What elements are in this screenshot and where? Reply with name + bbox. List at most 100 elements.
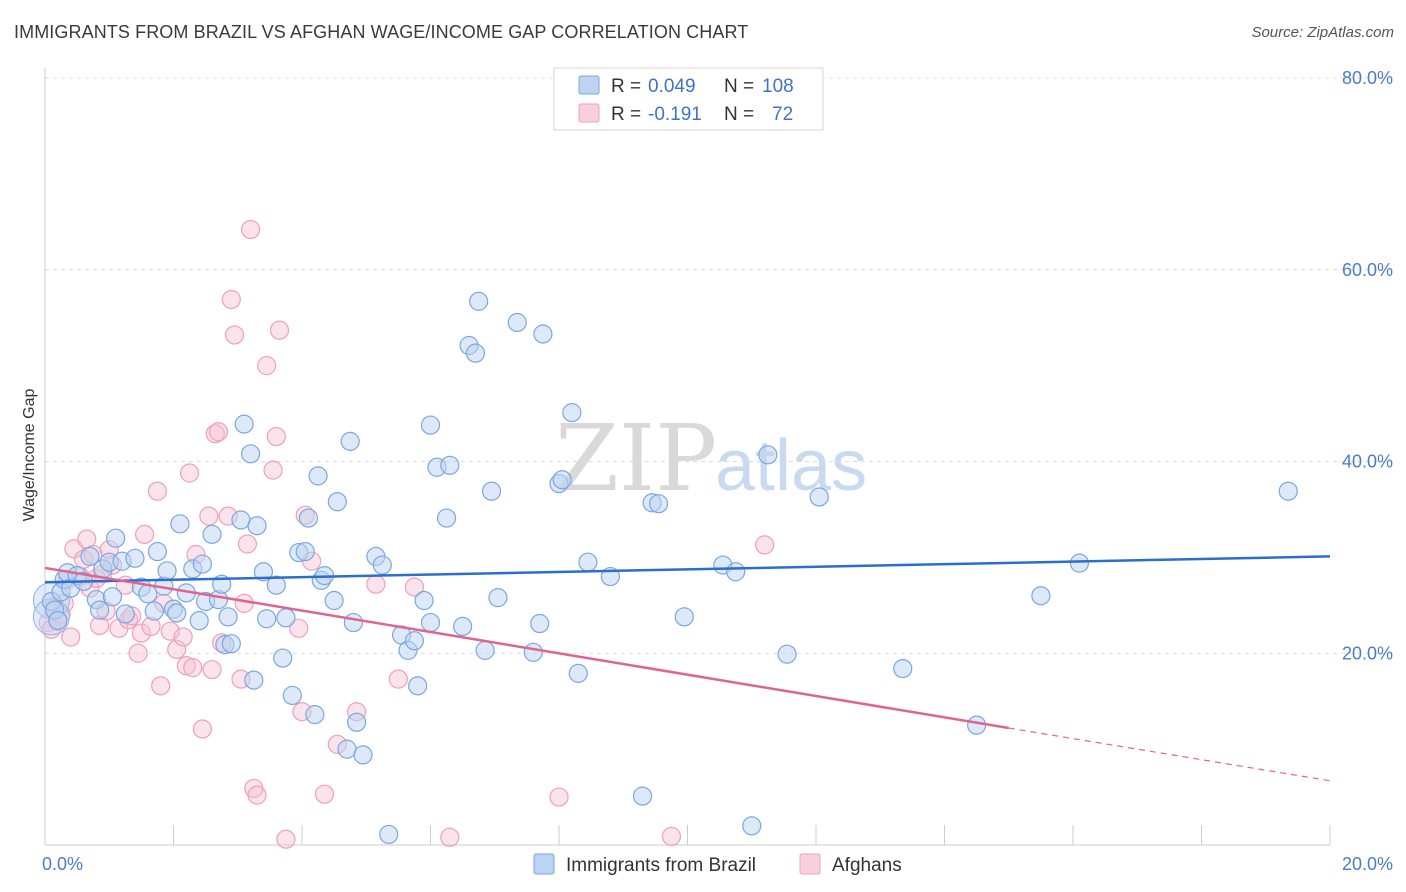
afghans-point: [289, 618, 309, 638]
brazil-point: [533, 324, 553, 344]
brazil-point: [488, 588, 508, 608]
brazil-point: [893, 658, 913, 679]
afghans-point: [173, 627, 193, 647]
brazil-point: [469, 291, 489, 311]
brazil-point: [420, 612, 441, 633]
brazil-point: [648, 494, 669, 514]
brazil-point: [157, 561, 177, 581]
brazil-point: [562, 403, 582, 423]
afghans-point: [221, 289, 241, 310]
legend-n-value-brazil: 108: [762, 76, 794, 97]
brazil-point: [674, 607, 694, 627]
legend-top: R = 0.049 N = 108 R = -0.191 N = 72: [553, 67, 824, 131]
brazil-point: [578, 552, 598, 572]
afghans-point: [754, 535, 775, 555]
x-tick-label: 0.0%: [42, 854, 83, 874]
afghans-point: [257, 356, 277, 376]
chart-title: IMMIGRANTS FROM BRAZIL VS AFGHAN WAGE/IN…: [14, 22, 749, 42]
afghans-point: [131, 623, 151, 643]
legend-r-value-brazil: 0.049: [648, 76, 696, 97]
brazil-point: [453, 616, 473, 637]
series-brazil: [32, 291, 1298, 845]
brazil-point: [967, 715, 987, 735]
brazil-point: [726, 562, 746, 582]
brazil-point: [404, 631, 425, 651]
brazil-point: [144, 601, 164, 621]
brazil-point: [244, 670, 264, 690]
brazil-point: [530, 613, 550, 634]
afghans-point: [151, 676, 171, 696]
x-tick-label: 20.0%: [1342, 854, 1393, 874]
afghans-trend-extension: [1008, 727, 1331, 782]
bottom-legend-swatch-afghans: [799, 853, 821, 875]
brazil-point: [189, 611, 209, 631]
brazil-point: [266, 575, 286, 595]
brazil-point: [231, 510, 251, 530]
afghans-point: [61, 627, 81, 647]
brazil-point: [440, 455, 460, 475]
brazil-point: [475, 640, 495, 660]
brazil-point: [777, 644, 797, 664]
brazil-point: [420, 415, 441, 435]
brazil-point: [80, 546, 100, 567]
brazil-point: [241, 444, 261, 464]
legend-n-value-afghans: 72: [772, 104, 793, 125]
legend-r-value-afghans: -0.191: [648, 104, 702, 125]
brazil-point: [523, 642, 543, 662]
legend-swatch-afghans: [578, 103, 600, 123]
brazil-point: [298, 508, 319, 528]
brazil-point: [202, 524, 222, 544]
afghans-point: [549, 787, 569, 807]
bottom-legend-label-brazil: Immigrants from Brazil: [566, 855, 756, 876]
brazil-point: [125, 548, 145, 568]
legend-swatch-brazil: [578, 75, 600, 95]
brazil-point: [379, 824, 399, 845]
brazil-point: [758, 445, 778, 465]
brazil-point: [324, 590, 344, 611]
brazil-trend-line: [44, 555, 1331, 584]
afghans-point: [202, 659, 222, 680]
brazil-point: [632, 786, 653, 806]
y-tick-label: 20.0%: [1342, 643, 1393, 663]
brazil-point: [372, 555, 392, 575]
afghans-point: [224, 325, 245, 345]
bottom-legend-label-afghans: Afghans: [832, 855, 902, 876]
brazil-point: [90, 600, 110, 620]
brazil-point: [106, 528, 126, 548]
brazil-point: [340, 431, 360, 451]
afghans-point: [276, 829, 296, 849]
brazil-point: [192, 554, 213, 574]
afghans-point: [241, 219, 261, 240]
watermark-atlas: atlas: [715, 426, 867, 506]
watermark: ZIP atlas: [555, 405, 867, 512]
afghans-point: [234, 593, 254, 613]
afghans-point: [199, 506, 219, 526]
afghans-point: [134, 524, 155, 544]
afghans-point: [263, 460, 283, 480]
afghans-point: [179, 463, 200, 483]
legend-bottom: Immigrants from Brazil Afghans: [533, 853, 902, 876]
afghans-point: [404, 577, 425, 597]
legend-r-label-afghans: R =: [611, 104, 641, 125]
brazil-point: [295, 542, 315, 562]
afghans-point: [64, 539, 84, 559]
afghans-point: [128, 643, 148, 663]
brazil-point: [1278, 481, 1298, 501]
afghans-point: [237, 534, 257, 554]
afghans-point: [167, 639, 187, 660]
brazil-point: [481, 481, 502, 501]
brazil-point: [347, 712, 367, 732]
brazil-point: [343, 612, 363, 633]
brazil-point: [568, 663, 588, 683]
brazil-point: [337, 739, 357, 759]
afghans-point: [183, 658, 203, 678]
trend-lines: [44, 555, 1331, 782]
afghans-trend-line: [44, 566, 1009, 730]
afghans-point: [147, 481, 168, 501]
afghans-point: [366, 574, 386, 594]
afghans-point: [266, 426, 286, 447]
watermark-zip: ZIP: [555, 405, 717, 512]
brazil-point: [48, 611, 68, 631]
brazil-point: [234, 414, 254, 434]
